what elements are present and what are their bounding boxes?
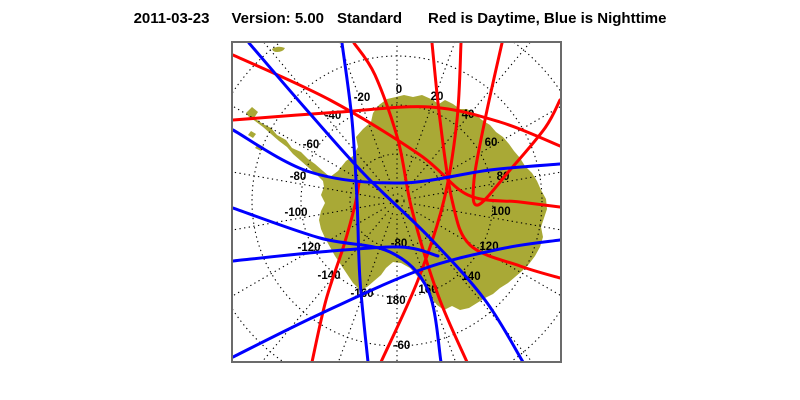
satellite-track-nighttime <box>233 128 560 185</box>
pole-dot <box>395 199 399 203</box>
title-date: 2011-03-23 <box>133 10 210 27</box>
longitude-label: 60 <box>485 137 498 149</box>
longitude-label: 140 <box>461 271 480 283</box>
island <box>272 46 285 52</box>
satellite-track-nighttime <box>340 43 370 361</box>
longitude-label: 0 <box>396 84 402 96</box>
plot-frame <box>231 41 562 363</box>
title-color-legend: Red is Daytime, Blue is Nighttime <box>428 10 667 27</box>
longitude-label: -80 <box>290 171 307 183</box>
longitude-label: 100 <box>491 206 510 218</box>
latitude-circle <box>251 55 543 347</box>
longitude-label: 180 <box>386 295 405 307</box>
title-mode: Standard <box>337 10 403 27</box>
longitude-label: -140 <box>317 270 340 282</box>
satellite-tracks <box>233 43 560 361</box>
satellite-track-daytime <box>471 43 560 207</box>
longitude-label: -20 <box>354 92 371 104</box>
pole-circle <box>389 193 405 209</box>
satellite-track-nighttime <box>233 245 440 263</box>
latitude-label: -60 <box>394 340 411 352</box>
title-version: Version: 5.00 <box>231 10 325 27</box>
satellite-track-nighttime <box>247 43 525 361</box>
satellite-track-daytime <box>233 105 560 148</box>
island <box>248 131 256 138</box>
satellite-track-daytime <box>379 43 463 361</box>
satellite-track-nighttime <box>233 206 443 361</box>
plot-title: 2011-03-23 Version: 5.00 Standard Red is Da… <box>0 10 800 27</box>
satellite-track-daytime <box>430 43 560 280</box>
longitude-label: -60 <box>303 139 320 151</box>
longitude-label: -100 <box>284 207 307 219</box>
satellite-track-daytime <box>233 53 560 209</box>
